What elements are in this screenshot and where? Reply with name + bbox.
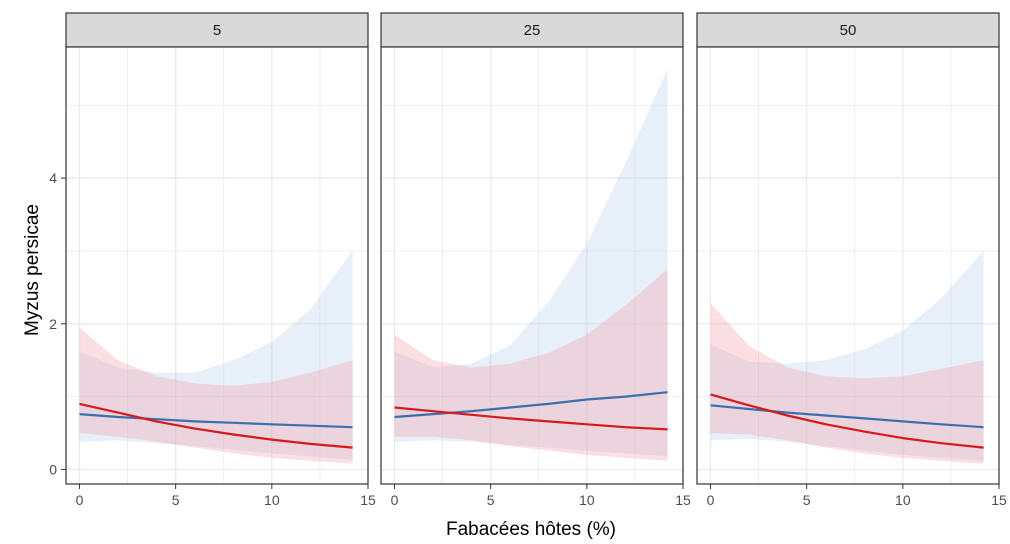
confidence-band-blue — [710, 250, 984, 461]
y-axis: 0 2 4 — [49, 170, 66, 477]
facet-strip — [696, 12, 1000, 48]
series-line-red — [710, 393, 984, 449]
x-tick-label: 5 — [487, 492, 495, 508]
facet-strip-label: 5 — [213, 22, 221, 39]
panel-border — [696, 46, 1000, 485]
x-tick-label: 5 — [172, 492, 180, 508]
x-tick-label: 0 — [707, 492, 715, 508]
x-tick-label: 15 — [991, 492, 1007, 508]
y-axis-title: Myzus persicae — [22, 204, 43, 336]
x-tick-label: 10 — [579, 492, 595, 508]
x-axis-ticks: 0 5 10 15 — [391, 484, 691, 508]
x-tick-label: 0 — [76, 492, 84, 508]
confidence-band-blue — [79, 250, 353, 460]
y-tick-label: 2 — [49, 316, 57, 332]
x-axis-title: Fabacées hôtes (%) — [446, 519, 616, 540]
series-line-red — [79, 402, 353, 449]
x-tick-label: 10 — [895, 492, 911, 508]
confidence-band-blue — [394, 68, 668, 457]
gridlines — [381, 47, 684, 484]
facet-strip-label: 25 — [524, 22, 541, 39]
series-line-blue — [394, 391, 668, 419]
facet-strip — [65, 12, 369, 48]
series-line-blue — [710, 404, 984, 429]
x-axis-ticks: 0 5 10 15 — [707, 484, 1007, 508]
x-axis-ticks: 0 5 10 15 — [76, 484, 376, 508]
panel-border — [380, 46, 684, 485]
facet-strip-label: 50 — [840, 22, 857, 39]
series-line-blue — [79, 413, 353, 429]
panel-background — [697, 47, 999, 484]
confidence-band-red — [710, 303, 984, 464]
series-line-red — [394, 406, 668, 431]
y-tick-label: 0 — [49, 461, 57, 477]
x-tick-label: 10 — [264, 492, 280, 508]
y-tick-label: 4 — [49, 170, 57, 186]
panel-5: 5 0 5 10 15 — [65, 12, 376, 508]
panel-border — [65, 46, 369, 485]
x-tick-label: 15 — [675, 492, 691, 508]
confidence-band-red — [79, 327, 353, 464]
x-tick-label: 0 — [391, 492, 399, 508]
panel-25: 25 0 5 10 15 — [380, 12, 691, 508]
x-tick-label: 5 — [803, 492, 811, 508]
panel-50: 50 0 5 10 15 — [696, 12, 1007, 508]
x-tick-label: 15 — [360, 492, 376, 508]
